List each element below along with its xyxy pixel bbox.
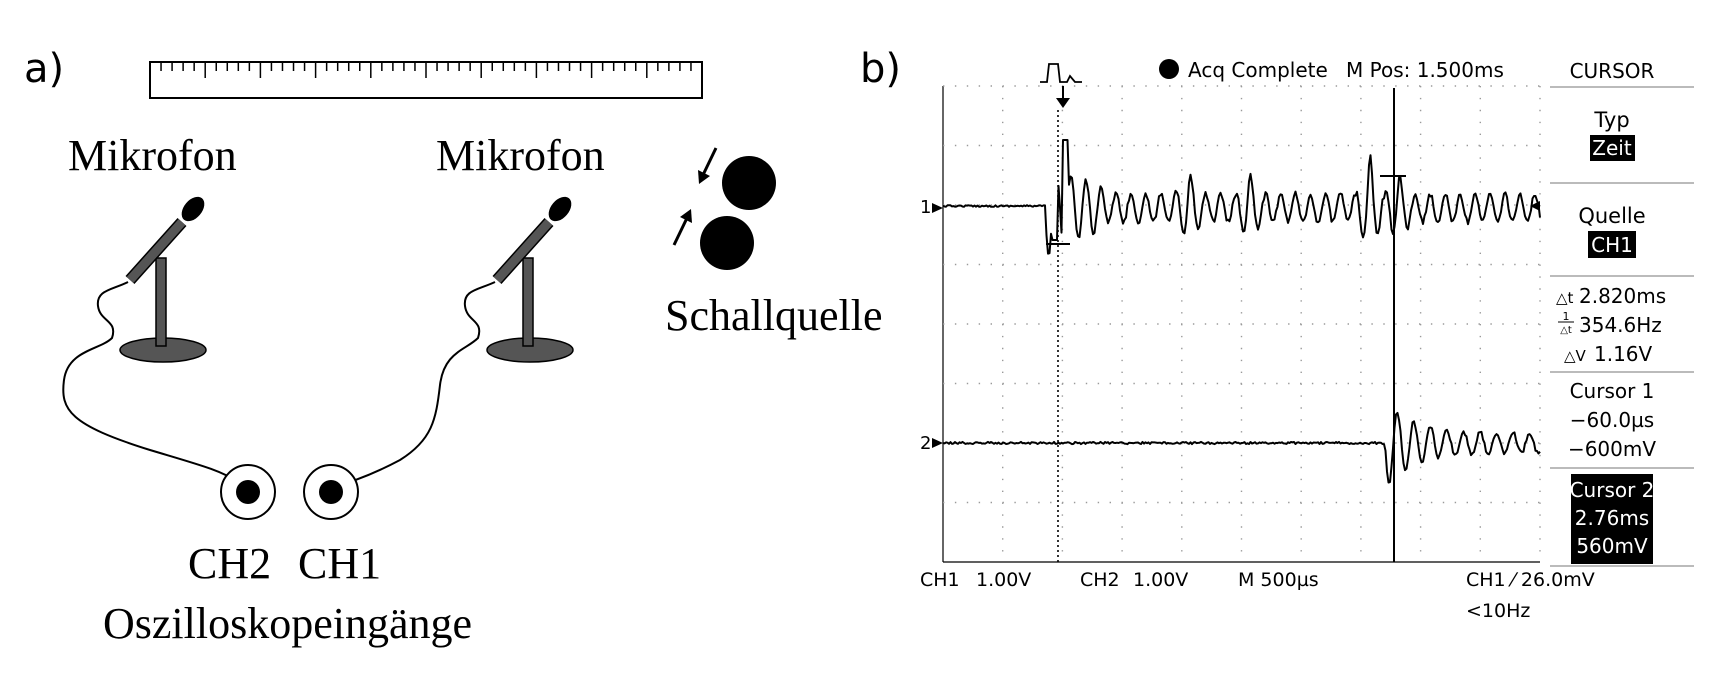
bottom-ch1-label: CH1 — [920, 569, 960, 591]
bottom-ch1-scale: 1.00V — [976, 569, 1031, 591]
cursor-menu: CURSOR Typ Zeit Quelle CH1 △t 2.820ms 1 — [1550, 59, 1694, 567]
scope-graticule — [942, 85, 1541, 563]
svg-text:△t: △t — [1560, 325, 1572, 336]
inverse-delta-t-icon: 1 △t — [1558, 310, 1574, 336]
cursor-1-title: Cursor 1 — [1570, 379, 1655, 403]
cursor-2-volt: 560mV — [1576, 534, 1648, 558]
inputs-label: Oszilloskopeingänge — [103, 599, 472, 648]
time-base-text: M 500µs — [1238, 569, 1319, 591]
menu-quelle-value: CH1 — [1591, 233, 1633, 257]
input-ch1-icon — [303, 464, 359, 520]
menu-quelle-value-bg — [1588, 231, 1636, 258]
panel-b: b) Acq Complete M Pos: 1.500ms 1 2 — [860, 46, 1694, 622]
cursor-2-highlight — [1571, 474, 1653, 564]
cursor-1-time: −60.0µs — [1570, 408, 1654, 432]
ch1-ground-arrow — [932, 203, 943, 213]
menu-typ-value: Zeit — [1592, 136, 1632, 160]
svg-text:1: 1 — [1563, 310, 1570, 323]
acq-status-icon — [1159, 59, 1179, 79]
trigger-filter-text: <10Hz — [1466, 600, 1530, 622]
panel-b-label: b) — [860, 46, 901, 92]
panel-a: a) Mikrofon Mikrofon — [24, 46, 883, 648]
ch2-ground-arrow — [932, 438, 943, 448]
mic-right-label: Mikrofon — [436, 131, 605, 180]
menu-typ-label: Typ — [1593, 108, 1629, 132]
mic-left-label: Mikrofon — [68, 131, 237, 180]
ch1-label: CH1 — [298, 539, 381, 588]
menu-typ-value-bg — [1590, 135, 1635, 161]
ch2-marker-label: 2 — [920, 433, 931, 454]
menu-quelle-label: Quelle — [1578, 204, 1645, 228]
trigger-text: CH1 ⁄ 26.0mV — [1466, 569, 1595, 591]
cursor-2-time: 2.76ms — [1575, 506, 1649, 530]
input-ch2-icon — [220, 464, 276, 520]
cable-right — [329, 281, 496, 489]
panel-a-label: a) — [24, 46, 64, 92]
menu-cursor-2-button[interactable]: Cursor 2 2.76ms 560mV — [1570, 474, 1655, 564]
delta-v-value: 1.16V — [1594, 342, 1653, 366]
microphone-right-icon — [486, 196, 574, 363]
cursor-2-title: Cursor 2 — [1570, 478, 1655, 502]
delta-v-icon: △V — [1564, 347, 1587, 365]
sound-source-icon — [672, 147, 776, 270]
delta-t-icon: △t — [1556, 289, 1574, 307]
mpos-text: M Pos: 1.500ms — [1346, 58, 1504, 82]
trace-ch2 — [942, 411, 1541, 484]
trace-ch1 — [942, 139, 1541, 255]
microphone-left-icon — [119, 196, 207, 363]
trigger-position-marker — [1056, 86, 1070, 108]
menu-typ-button[interactable]: Typ Zeit — [1590, 108, 1635, 161]
menu-title: CURSOR — [1570, 59, 1655, 83]
inverse-delta-t-value: 354.6Hz — [1579, 313, 1662, 337]
ruler — [149, 61, 703, 99]
bottom-ch2-scale: 1.00V — [1133, 569, 1188, 591]
trigger-level-arrow — [1530, 201, 1540, 211]
trigger-pulse-icon — [1040, 63, 1082, 83]
bottom-ch2-label: CH2 — [1080, 569, 1120, 591]
ch2-label: CH2 — [188, 539, 271, 588]
acq-status-text: Acq Complete — [1188, 58, 1328, 82]
menu-quelle-button[interactable]: Quelle CH1 — [1578, 204, 1646, 258]
ch1-marker-label: 1 — [920, 197, 931, 218]
cursor-1-volt: −600mV — [1568, 437, 1656, 461]
delta-t-value: 2.820ms — [1579, 284, 1666, 308]
ruler-ticks — [160, 62, 692, 78]
cable-left — [62, 281, 239, 483]
source-label: Schallquelle — [665, 291, 883, 340]
menu-delta-readout: △t 2.820ms 1 △t 354.6Hz △V 1.16V — [1556, 284, 1666, 366]
menu-cursor-1-button[interactable]: Cursor 1 −60.0µs −600mV — [1568, 379, 1656, 461]
